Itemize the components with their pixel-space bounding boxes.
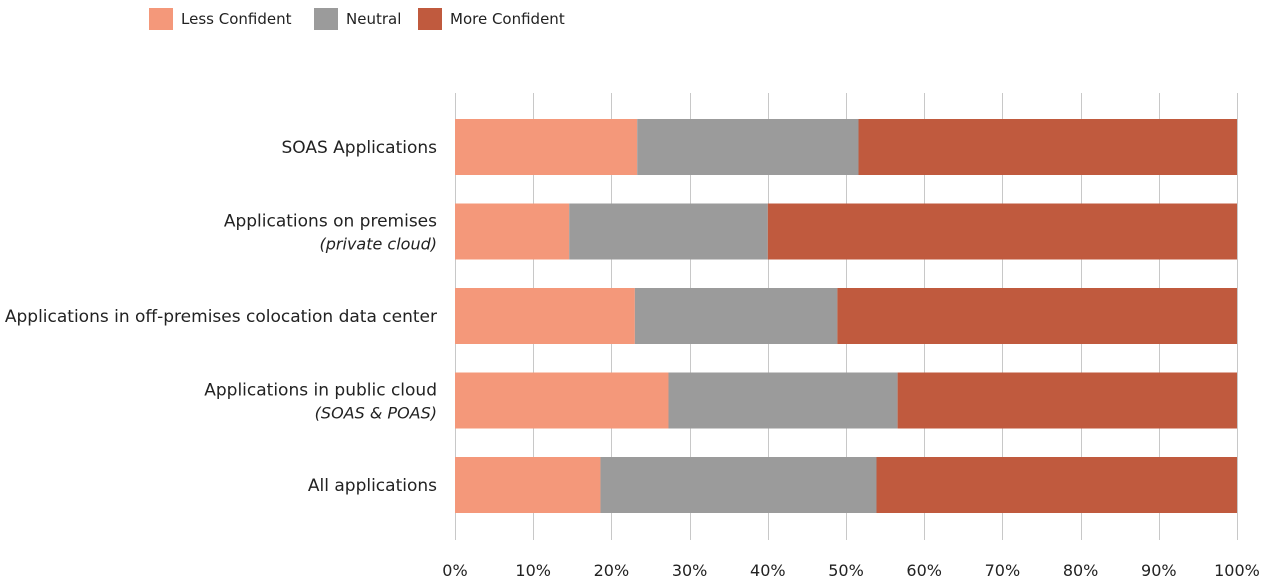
category-label-all-applications: All applications — [308, 476, 437, 496]
x-tick-80: 80% — [1063, 561, 1099, 580]
bar-less-confident-all-applications — [455, 457, 601, 513]
x-tick-50: 50% — [828, 561, 864, 580]
category-label-soas-applications: SOAS Applications — [281, 138, 437, 158]
bar-neutral-applications-on-premises — [569, 203, 768, 260]
bar-neutral-applications-in-off-premises-colocation-data-center — [634, 288, 838, 344]
category-sublabel-applications-in-public-cloud: (SOAS & POAS) — [315, 404, 437, 423]
category-label-applications-on-premises: Applications on premises — [224, 212, 437, 232]
bar-less-confident-applications-on-premises — [455, 203, 570, 260]
x-tick-0: 0% — [442, 561, 467, 580]
legend-label-neutral: Neutral — [346, 10, 401, 28]
chart-legend: Less Confident Neutral More Confident — [149, 8, 565, 30]
bar-more-confident-soas-applications — [858, 119, 1237, 175]
legend-swatch-more-confident — [418, 8, 442, 30]
legend-label-less-confident: Less Confident — [181, 10, 292, 28]
category-sublabel-applications-on-premises: (private cloud) — [320, 235, 437, 254]
bar-less-confident-soas-applications — [455, 119, 638, 175]
bar-more-confident-applications-in-public-cloud — [897, 372, 1237, 429]
legend-swatch-less-confident — [149, 8, 173, 30]
x-axis-tick-labels: 0% 10% 20% 30% 40% 50% 60% 70% 80% 90% 100% — [442, 561, 1260, 580]
bar-more-confident-applications-on-premises — [767, 203, 1237, 260]
chart-bars — [455, 119, 1237, 513]
x-tick-40: 40% — [750, 561, 786, 580]
x-tick-20: 20% — [594, 561, 630, 580]
x-tick-60: 60% — [906, 561, 942, 580]
bar-less-confident-applications-in-public-cloud — [455, 372, 669, 429]
legend-swatch-neutral — [314, 8, 338, 30]
bar-less-confident-applications-in-off-premises-colocation-data-center — [455, 288, 635, 344]
x-tick-30: 30% — [672, 561, 708, 580]
category-labels: SOAS Applications Applications on premise… — [5, 138, 437, 496]
bar-neutral-all-applications — [600, 457, 877, 513]
category-label-applications-in-off-premises-colocation-data-center: Applications in off-premises colocation … — [5, 307, 437, 327]
bar-neutral-soas-applications — [637, 119, 859, 175]
category-label-applications-in-public-cloud: Applications in public cloud — [204, 381, 437, 401]
bar-more-confident-applications-in-off-premises-colocation-data-center — [837, 288, 1237, 344]
x-tick-70: 70% — [985, 561, 1021, 580]
bar-neutral-applications-in-public-cloud — [668, 372, 898, 429]
x-tick-90: 90% — [1141, 561, 1177, 580]
x-tick-10: 10% — [515, 561, 551, 580]
bar-more-confident-all-applications — [876, 457, 1237, 513]
legend-label-more-confident: More Confident — [450, 10, 565, 28]
x-tick-100: 100% — [1214, 561, 1260, 580]
